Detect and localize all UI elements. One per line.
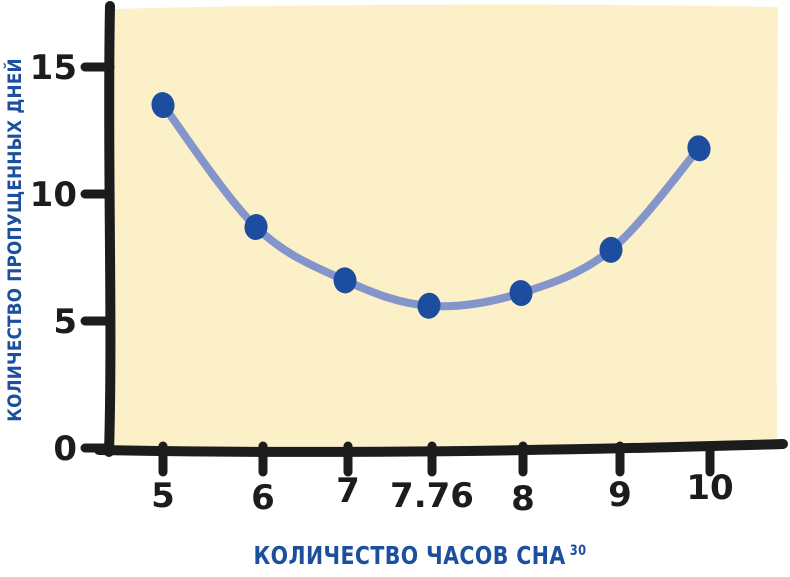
y-axis-title-text: КОЛИЧЕСТВО ПРОПУЩЕННЫХ ДНЕЙ [4, 58, 26, 422]
y-axis-line [104, 1, 116, 457]
x-axis-tick-labels: 5 6 7 7.76 8 9 10 [151, 468, 734, 519]
data-point [599, 236, 623, 263]
y-axis-ticks [80, 62, 115, 453]
x-tick-label: 9 [608, 475, 632, 515]
y-tick-label: 10 [30, 175, 77, 215]
data-points [151, 92, 711, 319]
data-point [509, 280, 533, 307]
x-tick-label: 5 [151, 476, 175, 516]
x-tick-label: 7.76 [390, 476, 474, 516]
data-point [687, 135, 711, 162]
x-tick-label: 10 [686, 468, 733, 508]
x-axis-line [94, 439, 788, 457]
y-axis-tick-labels: 0 5 10 15 [30, 48, 77, 469]
data-point [333, 267, 357, 294]
x-tick-label: 8 [511, 479, 535, 519]
y-tick-label: 15 [30, 48, 77, 88]
data-point [417, 292, 441, 319]
footnote-reference: 30 [569, 543, 587, 559]
x-axis-title-text: КОЛИЧЕСТВО ЧАСОВ СНА [253, 541, 566, 570]
x-tick-label: 6 [251, 478, 275, 518]
x-axis-ticks [158, 441, 715, 477]
plot-background [113, 4, 778, 447]
y-tick-label: 0 [53, 429, 77, 469]
x-tick-label: 7 [336, 471, 360, 511]
y-tick-label: 5 [53, 302, 77, 342]
data-point [151, 92, 175, 119]
data-point [244, 214, 268, 241]
x-axis-title: КОЛИЧЕСТВО ЧАСОВ СНА 30 [254, 541, 587, 570]
y-axis-title: КОЛИЧЕСТВО ПРОПУЩЕННЫХ ДНЕЙ [4, 58, 26, 422]
